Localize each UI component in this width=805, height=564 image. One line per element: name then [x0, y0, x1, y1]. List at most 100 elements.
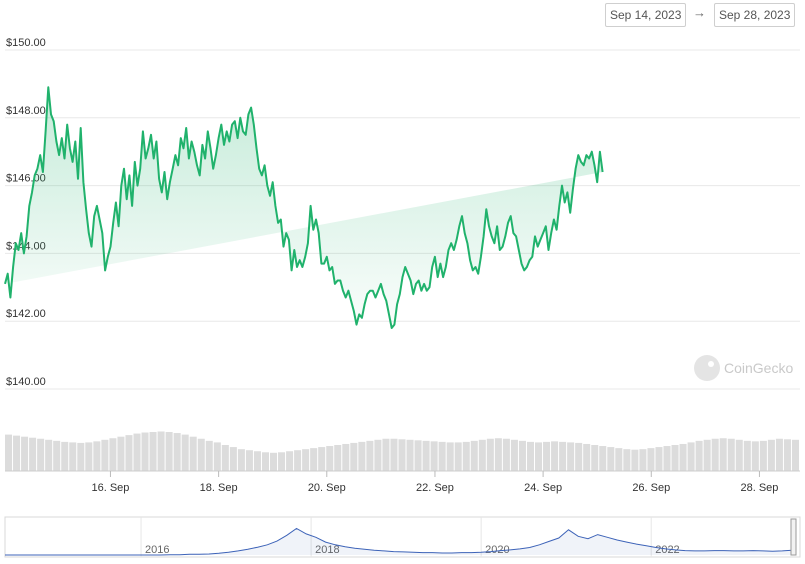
volume-bar: [61, 441, 69, 471]
price-line[interactable]: [4, 86, 604, 329]
volume-bar: [679, 443, 687, 471]
volume-bar: [591, 445, 599, 471]
volume-bar: [510, 439, 518, 471]
volume-bar: [189, 436, 197, 471]
volume-bar: [655, 447, 663, 471]
coingecko-wordmark: CoinGecko: [724, 360, 793, 376]
volume-bar: [221, 445, 229, 471]
navigator-line: [5, 527, 793, 556]
x-tick-label: 26. Sep: [632, 482, 670, 494]
volume-bar: [318, 447, 326, 471]
navigator-year-label: 2016: [145, 544, 169, 556]
volume-bar: [567, 442, 575, 471]
volume-bar: [366, 440, 374, 471]
volume-bar: [783, 439, 791, 471]
volume-bar: [294, 450, 302, 471]
volume-bar: [671, 445, 679, 471]
y-tick-label: $142.00: [6, 308, 46, 320]
volume-bar: [117, 436, 125, 471]
volume-bar: [77, 442, 85, 471]
navigator[interactable]: 2016 2018 2020 2022: [4, 516, 801, 558]
volume-bar: [430, 441, 438, 471]
coingecko-logo-icon: [694, 355, 720, 381]
volume-bar: [197, 438, 205, 471]
volume-bar: [462, 441, 470, 471]
volume-bar: [518, 440, 526, 471]
volume-bar: [775, 438, 783, 471]
volume-bar: [374, 439, 382, 471]
volume-bar: [229, 447, 237, 471]
volume-bar: [647, 448, 655, 471]
volume-bar: [727, 438, 735, 471]
navigator-area: [5, 528, 792, 555]
volume-bar: [310, 448, 318, 471]
volume-bar: [302, 449, 310, 471]
volume-bar: [446, 442, 454, 471]
volume-bar: [743, 440, 751, 471]
volume-bar: [165, 432, 173, 471]
x-tick-label: 18. Sep: [200, 482, 238, 494]
volume-bar: [639, 449, 647, 471]
y-tick-label: $148.00: [6, 105, 46, 117]
volume-bar: [719, 438, 727, 471]
volume-bar: [751, 441, 759, 471]
volume-bar: [358, 441, 366, 471]
volume-bar: [382, 438, 390, 471]
volume-bars: [5, 431, 799, 471]
volume-bar: [261, 452, 269, 471]
volume-bar: [502, 438, 510, 471]
volume-bar: [181, 434, 189, 471]
volume-bar: [791, 439, 799, 471]
volume-bar: [29, 437, 37, 471]
volume-bar: [703, 439, 711, 471]
y-tick-label: $140.00: [6, 376, 46, 388]
x-tick-label: 20. Sep: [308, 482, 346, 494]
coingecko-logo-eye: [708, 361, 714, 367]
volume-bar: [583, 443, 591, 471]
navigator-handle[interactable]: [790, 518, 797, 556]
navigator-frame: [4, 516, 801, 558]
volume-bar: [213, 442, 221, 471]
volume-bar: [735, 439, 743, 471]
x-tick-label: 22. Sep: [416, 482, 454, 494]
volume-bar: [695, 440, 703, 471]
range-to-date[interactable]: Sep 28, 2023: [714, 3, 796, 27]
volume-bar: [615, 448, 623, 471]
navigator-year-label: 2020: [485, 544, 509, 556]
volume-bar: [141, 432, 149, 471]
volume-bar: [334, 445, 342, 471]
volume-bar: [551, 441, 559, 471]
volume-bar: [390, 438, 398, 471]
volume-bar: [101, 439, 109, 471]
volume-bar: [205, 440, 213, 471]
volume-bar: [5, 434, 13, 471]
volume-bar: [93, 441, 101, 471]
volume-bar: [109, 438, 117, 471]
volume-bar: [21, 436, 29, 471]
volume-bar: [278, 452, 286, 471]
volume-bar: [53, 440, 61, 471]
coingecko-watermark: CoinGecko: [694, 355, 793, 381]
volume-bar: [37, 438, 45, 471]
range-from-date[interactable]: Sep 14, 2023: [605, 3, 687, 27]
volume-bar: [149, 432, 157, 471]
price-area: [5, 87, 603, 328]
price-area-fill: [5, 87, 603, 328]
volume-bar: [422, 440, 430, 471]
volume-bar: [342, 443, 350, 471]
volume-bar: [478, 439, 486, 471]
navigator-year-label: 2022: [655, 544, 679, 556]
volume-bar: [543, 441, 551, 471]
volume-bar: [414, 440, 422, 471]
volume-bar: [494, 438, 502, 471]
volume-bar: [69, 442, 77, 471]
volume-bar: [631, 449, 639, 471]
grid-lines: [5, 49, 800, 390]
volume-bar: [286, 451, 294, 471]
volume-bar: [623, 449, 631, 471]
volume-bar: [711, 438, 719, 471]
volume-bar: [157, 431, 165, 471]
volume-bar: [237, 449, 245, 471]
volume-bar: [133, 433, 141, 471]
